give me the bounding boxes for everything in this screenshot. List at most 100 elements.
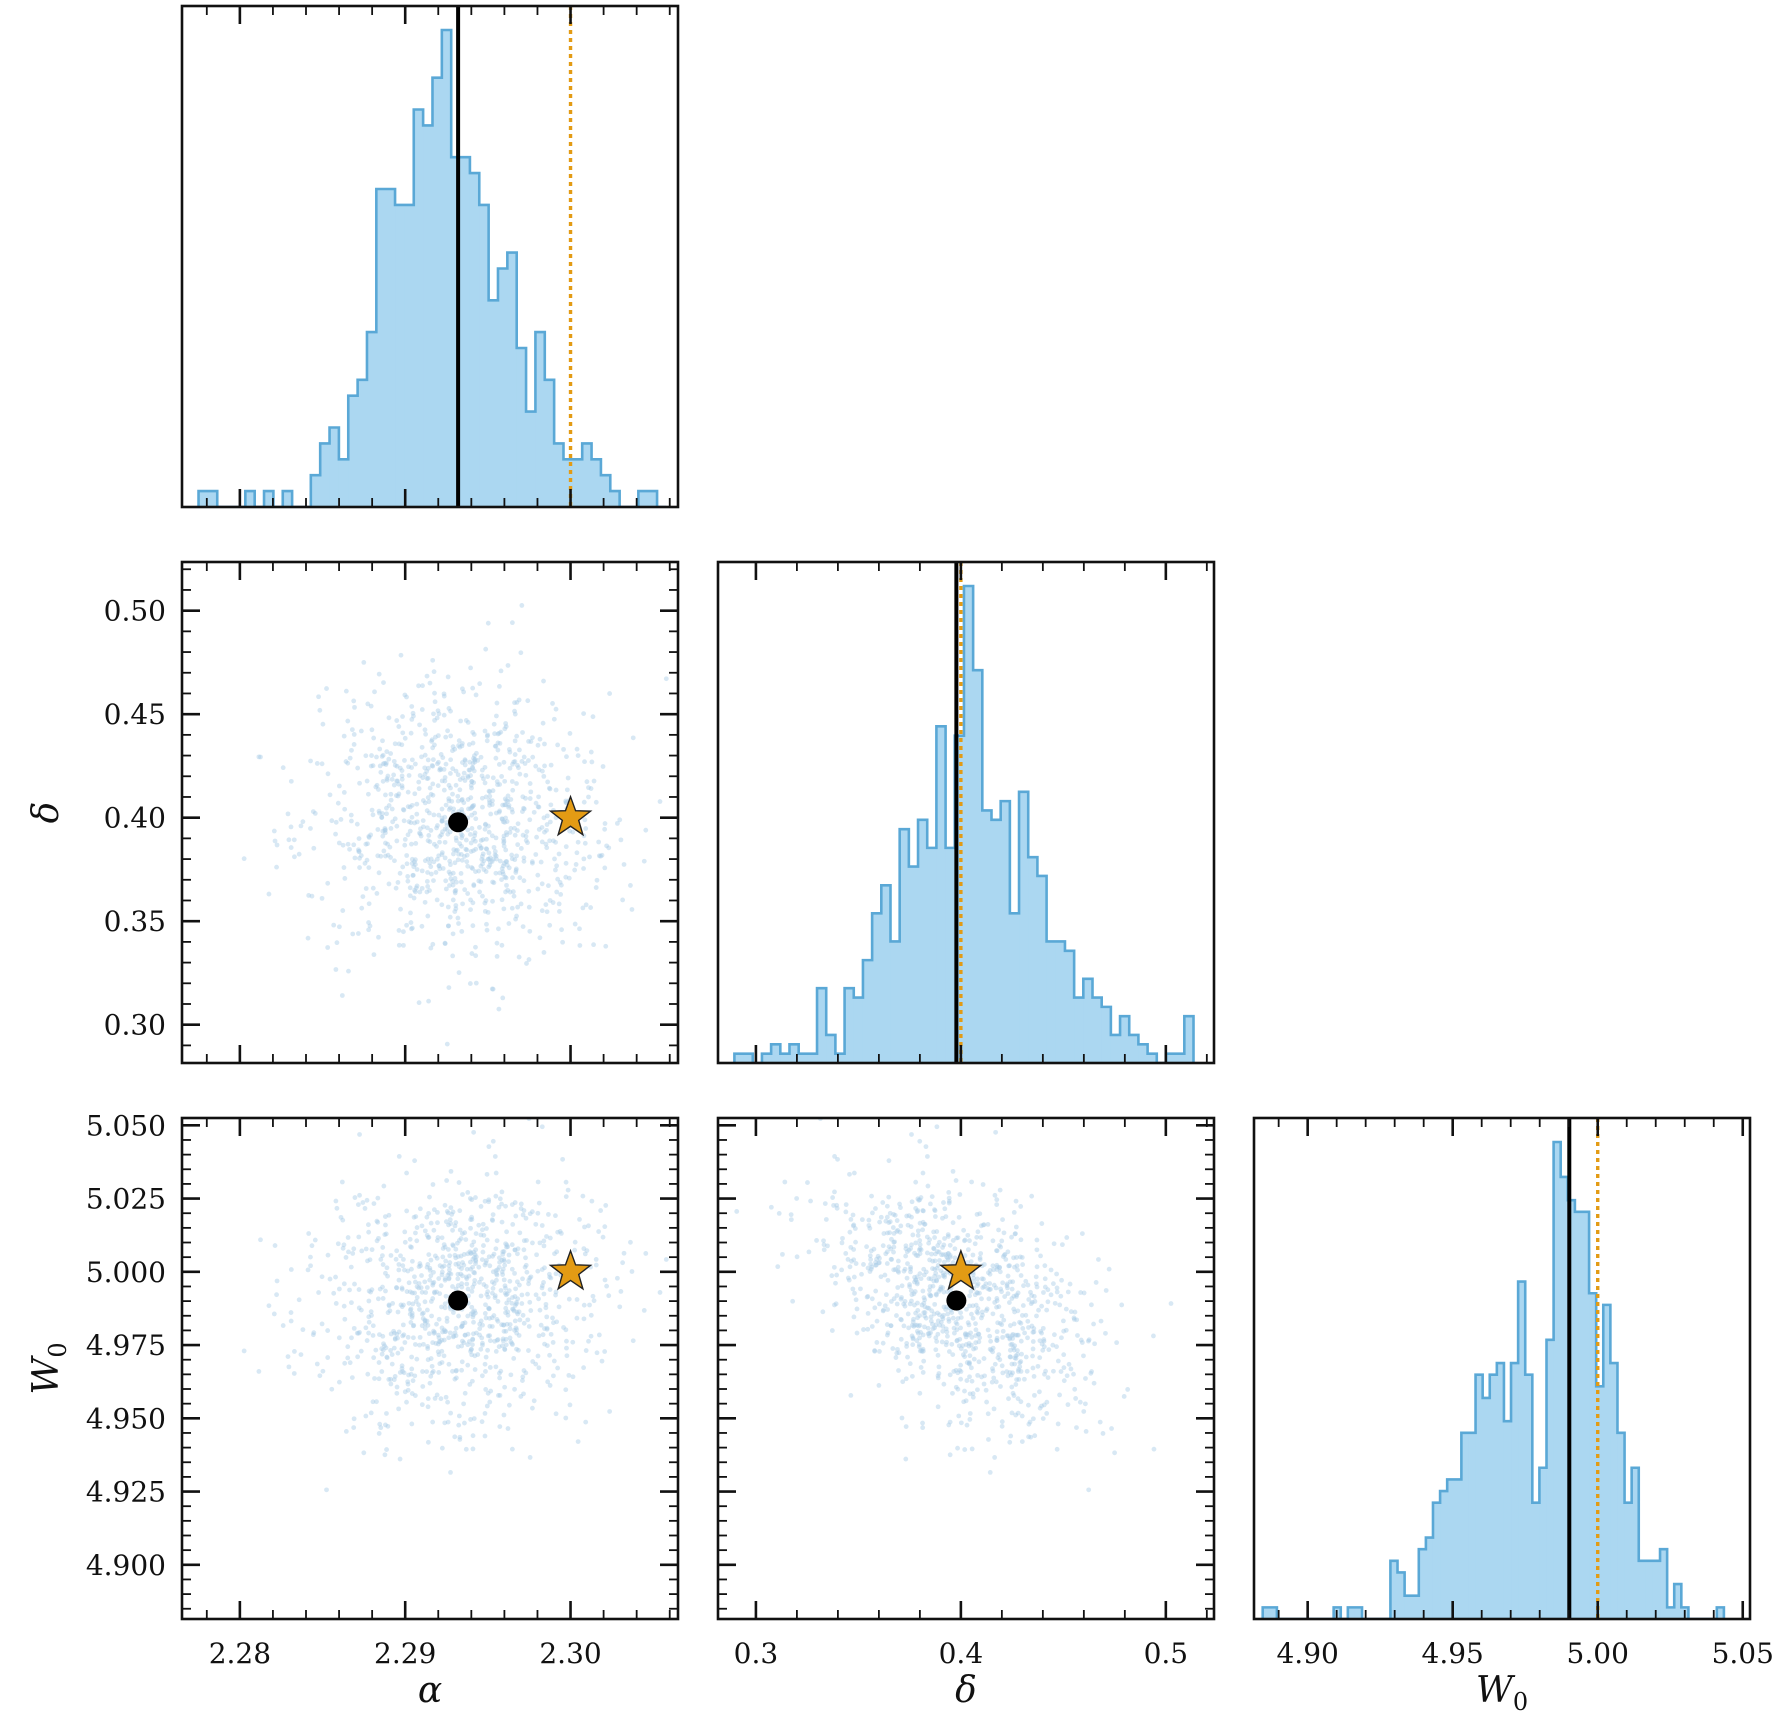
sample-point	[499, 1189, 505, 1195]
sample-point	[927, 1292, 933, 1297]
sample-point	[967, 1391, 973, 1397]
sample-point	[941, 1381, 947, 1387]
sample-point	[432, 1396, 438, 1401]
x-tick-label: 4.95	[1422, 1637, 1484, 1670]
sample-point	[379, 753, 385, 759]
sample-point	[375, 1195, 381, 1201]
sample-point	[378, 853, 384, 859]
sample-point	[910, 1342, 916, 1348]
sample-point	[908, 1269, 913, 1275]
sample-point	[518, 1206, 524, 1211]
sample-point	[942, 1206, 948, 1212]
sample-point	[292, 854, 297, 860]
sample-point	[516, 765, 521, 771]
hist-bar	[1019, 791, 1029, 1063]
sample-point	[439, 1235, 445, 1241]
sample-point	[489, 1217, 495, 1223]
sample-point	[447, 1260, 453, 1265]
sample-point	[425, 757, 431, 763]
sample-point	[471, 768, 477, 774]
sample-point	[1075, 1333, 1080, 1338]
sample-point	[465, 1362, 471, 1368]
sample-point	[1019, 1351, 1024, 1357]
sample-point	[459, 743, 465, 749]
sample-point	[351, 698, 357, 704]
sample-point	[888, 1246, 894, 1252]
sample-point	[385, 773, 391, 779]
sample-point	[1061, 1352, 1067, 1358]
sample-point	[432, 1289, 437, 1295]
sample-point	[814, 1238, 819, 1243]
sample-point	[567, 731, 573, 736]
sample-point	[831, 1203, 836, 1208]
sample-point	[995, 1320, 1001, 1326]
sample-point	[512, 825, 517, 831]
sample-point	[476, 868, 482, 874]
sample-point	[408, 920, 414, 925]
sample-point	[367, 923, 373, 929]
sample-point	[329, 818, 335, 824]
sample-point	[914, 1279, 920, 1285]
sample-point	[383, 1288, 388, 1294]
sample-point	[921, 1208, 926, 1214]
sample-point	[971, 1279, 977, 1285]
sample-point	[422, 858, 428, 864]
sample-point	[495, 1299, 501, 1304]
sample-point	[991, 1375, 997, 1381]
sample-point	[507, 749, 513, 755]
sample-point	[445, 904, 451, 910]
y-tick-label: 4.975	[86, 1329, 166, 1362]
sample-point	[514, 781, 519, 786]
sample-point	[380, 1347, 386, 1353]
sample-point	[967, 1374, 972, 1380]
sample-point	[913, 1240, 919, 1246]
sample-point	[523, 772, 529, 778]
hist-bar	[936, 726, 947, 1063]
sample-point	[563, 1415, 569, 1421]
sample-point	[957, 1367, 963, 1373]
sample-point	[442, 1202, 448, 1208]
sample-point	[272, 838, 278, 844]
sample-point	[975, 1281, 981, 1287]
sample-point	[280, 1323, 286, 1328]
sample-point	[527, 1455, 533, 1460]
sample-point	[274, 842, 280, 848]
hist-bar	[610, 491, 621, 507]
sample-point	[964, 1422, 970, 1428]
sample-point	[382, 1452, 388, 1458]
sample-point	[427, 1380, 433, 1386]
hist-bar	[1674, 1584, 1682, 1619]
sample-point	[447, 1330, 453, 1336]
sample-point	[581, 711, 587, 717]
sample-point	[537, 736, 543, 742]
sample-point	[398, 1253, 403, 1259]
sample-point	[999, 1322, 1005, 1328]
sample-point	[369, 1313, 374, 1318]
sample-point	[382, 826, 388, 831]
sample-point	[493, 1246, 499, 1252]
sample-point	[385, 1423, 391, 1429]
sample-point	[896, 1269, 901, 1275]
sample-point	[383, 792, 388, 798]
sample-point	[1029, 1299, 1035, 1305]
sample-point	[376, 1235, 381, 1241]
sample-point	[541, 1291, 547, 1297]
sample-point	[383, 853, 388, 859]
sample-point	[947, 1242, 953, 1248]
sample-point	[368, 832, 374, 838]
hist-bar	[647, 491, 658, 507]
sample-point	[536, 1296, 541, 1302]
sample-point	[476, 878, 482, 884]
sample-point	[489, 1279, 495, 1285]
sample-point	[935, 1375, 941, 1381]
sample-point	[929, 1251, 934, 1257]
sample-point	[994, 1197, 1000, 1203]
sample-point	[911, 1316, 916, 1322]
sample-point	[997, 1320, 1003, 1326]
sample-point	[935, 1352, 941, 1358]
sample-point	[383, 1222, 388, 1228]
sample-point	[916, 1197, 922, 1203]
sample-point	[1092, 1341, 1097, 1347]
sample-point	[505, 663, 511, 668]
